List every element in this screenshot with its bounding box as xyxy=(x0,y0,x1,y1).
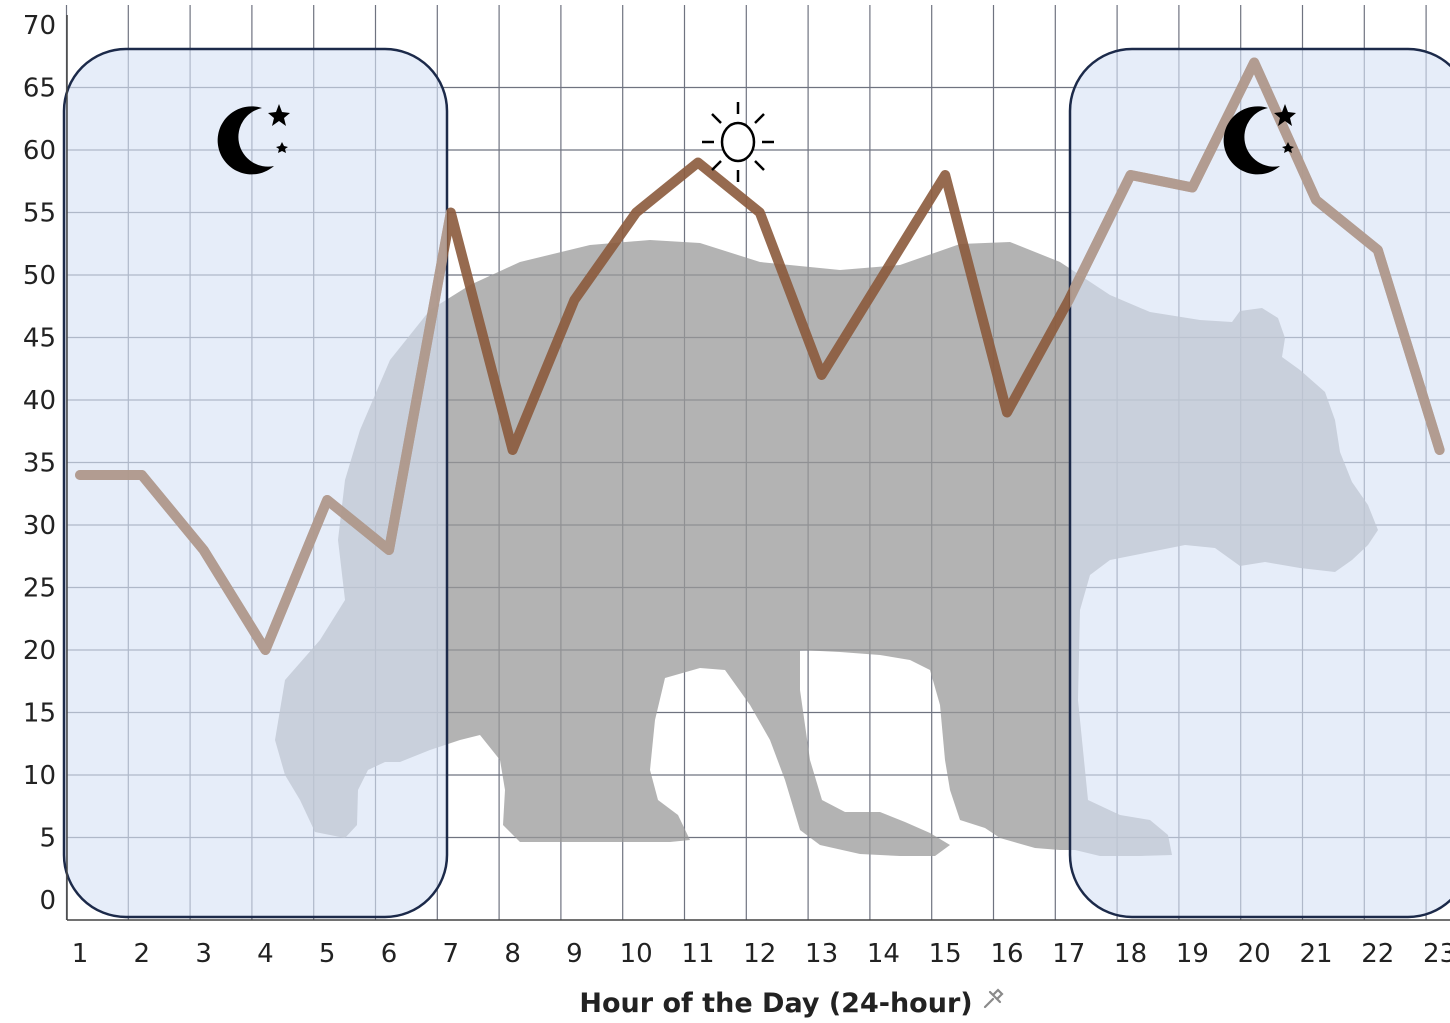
y-tick-label: 30 xyxy=(23,511,56,541)
y-tick-label: 15 xyxy=(23,699,56,729)
y-tick-label: 35 xyxy=(23,449,56,479)
x-tick-label: 22 xyxy=(1361,939,1394,969)
night-panel-late xyxy=(1068,47,1450,919)
y-tick-label: 5 xyxy=(39,824,56,854)
x-axis-label: Hour of the Day (24-hour) xyxy=(579,988,972,1019)
x-tick-label: 12 xyxy=(743,939,776,969)
data-point xyxy=(199,545,209,555)
data-point xyxy=(1373,245,1383,255)
pin-icon xyxy=(983,988,1004,1009)
y-tick-label: 50 xyxy=(23,261,56,291)
x-tick-label: 6 xyxy=(381,939,398,969)
y-tick-label: 20 xyxy=(23,636,56,666)
moon-stars-icon xyxy=(1223,104,1296,175)
x-tick-label: 21 xyxy=(1299,939,1332,969)
data-point xyxy=(631,208,641,218)
line-series xyxy=(75,57,1445,655)
y-tick-label: 65 xyxy=(23,74,56,104)
night-panels xyxy=(62,47,1450,919)
x-tick-label: 14 xyxy=(867,939,900,969)
data-point xyxy=(384,545,394,555)
data-point xyxy=(508,445,518,455)
x-tick-label: 1 xyxy=(72,939,89,969)
x-tick-label: 23 xyxy=(1423,939,1450,969)
y-ticks: 0 5 10 15 20 25 30 35 40 45 50 55 60 65 70 xyxy=(23,11,56,916)
data-point xyxy=(75,470,85,480)
data-point xyxy=(322,495,332,505)
x-tick-label: 5 xyxy=(319,939,336,969)
x-tick-label: 2 xyxy=(134,939,151,969)
y-tick-label: 70 xyxy=(23,11,56,41)
data-point xyxy=(1311,195,1321,205)
y-tick-label: 60 xyxy=(23,136,56,166)
data-point xyxy=(446,208,456,218)
data-point xyxy=(1249,58,1259,68)
x-tick-label: 9 xyxy=(566,939,583,969)
x-tick-label: 3 xyxy=(195,939,212,969)
x-tick-label: 11 xyxy=(681,939,714,969)
y-tick-label: 55 xyxy=(23,199,56,229)
x-tick-label: 20 xyxy=(1238,939,1271,969)
moon-stars-icon xyxy=(217,104,290,175)
data-point xyxy=(1435,445,1445,455)
data-point xyxy=(137,470,147,480)
data-point xyxy=(1187,183,1197,193)
x-ticks: 1 2 3 4 5 6 7 8 9 10 11 12 13 14 15 16 17 18 19 20 21 22 23 xyxy=(72,939,1450,969)
data-point xyxy=(569,295,579,305)
data-point xyxy=(817,370,827,380)
x-tick-label: 13 xyxy=(805,939,838,969)
x-tick-label: 8 xyxy=(504,939,521,969)
y-tick-label: 40 xyxy=(23,386,56,416)
y-tick-label: 0 xyxy=(39,886,56,916)
data-point xyxy=(1064,295,1074,305)
x-tick-label: 17 xyxy=(1052,939,1085,969)
y-tick-label: 25 xyxy=(23,574,56,604)
data-point xyxy=(878,270,888,280)
x-tick-label: 4 xyxy=(257,939,274,969)
data-point xyxy=(1126,170,1136,180)
x-tick-label: 15 xyxy=(929,939,962,969)
x-tick-label: 19 xyxy=(1176,939,1209,969)
data-point xyxy=(260,645,270,655)
activity-line xyxy=(75,57,1445,655)
sun-icon xyxy=(702,102,774,182)
x-tick-label: 18 xyxy=(1114,939,1147,969)
y-tick-label: 45 xyxy=(23,324,56,354)
data-point xyxy=(693,158,703,168)
night-panel-early xyxy=(62,47,449,919)
data-point xyxy=(755,208,765,218)
y-tick-label: 10 xyxy=(23,761,56,791)
x-tick-label: 10 xyxy=(620,939,653,969)
data-point xyxy=(940,170,950,180)
x-tick-label: 7 xyxy=(443,939,460,969)
data-point xyxy=(1002,408,1012,418)
x-tick-label: 16 xyxy=(990,939,1023,969)
